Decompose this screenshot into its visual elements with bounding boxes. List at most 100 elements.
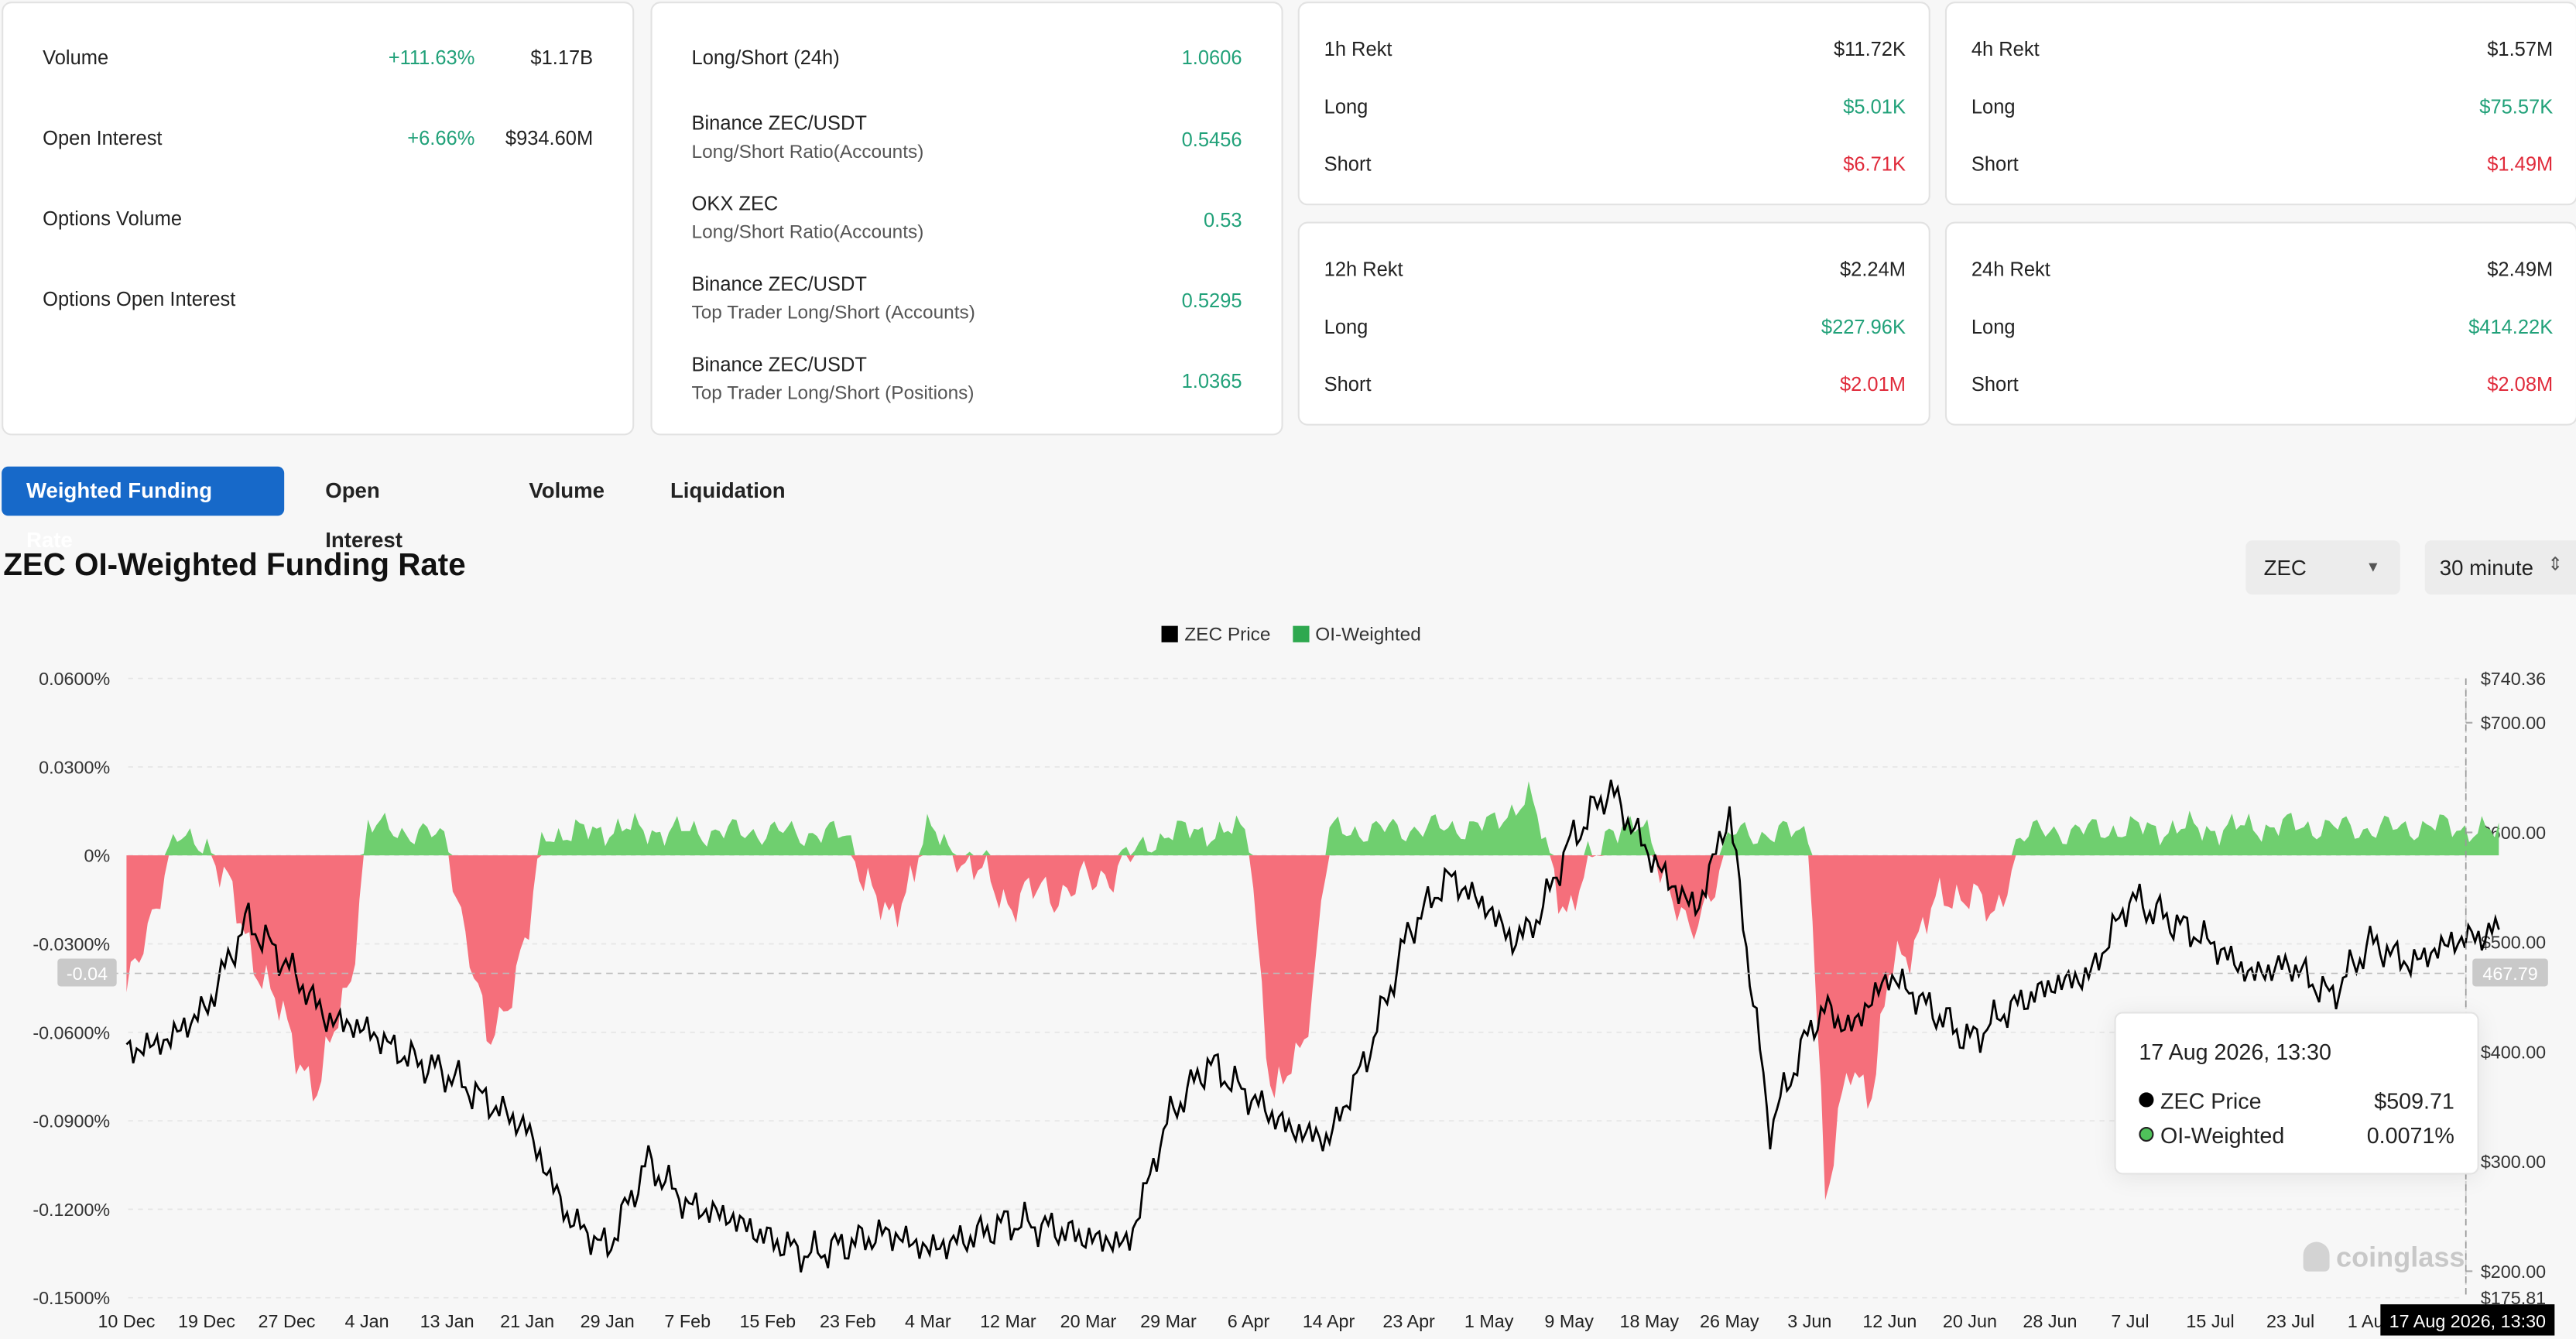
- x-axis-tick-label: 29 Jan: [581, 1311, 635, 1331]
- x-axis-tick-label: 23 Jul: [2266, 1311, 2314, 1331]
- rekt-total: $11.72K: [1833, 37, 1906, 61]
- right-axis-tick-label: $300.00: [2481, 1152, 2546, 1172]
- ratio-label: Binance ZEC/USDT: [691, 353, 867, 377]
- caret-down-icon: ▼: [2365, 558, 2381, 575]
- tooltip-row-price: ZEC Price $509.71: [2139, 1089, 2454, 1114]
- interval-select[interactable]: 30 minute ⇕: [2424, 540, 2576, 595]
- left-axis-tick-label: 0.0600%: [39, 669, 110, 689]
- rekt-short-value: $2.08M: [2487, 372, 2554, 396]
- market-stats-card: Volume +111.63% $1.17B Open Interest +6.…: [2, 2, 635, 436]
- right-axis-tick-label: $740.36: [2481, 669, 2546, 689]
- x-axis-tick-label: 7 Feb: [664, 1311, 711, 1331]
- right-axis-tick-label: $200.00: [2481, 1262, 2546, 1282]
- rekt-long-label: Long: [1971, 315, 2016, 339]
- left-axis-tick-label: -0.0600%: [33, 1022, 110, 1043]
- rekt-title: 12h Rekt: [1324, 258, 1403, 281]
- x-axis-tick-label: 20 Jun: [1943, 1311, 1997, 1331]
- tooltip-date: 17 Aug 2026, 13:30: [2139, 1039, 2331, 1065]
- left-axis-tick-label: -0.0900%: [33, 1111, 110, 1132]
- rekt-card-1h: 1h Rekt $11.72K Long $5.01K Short $6.71K: [1297, 2, 1930, 206]
- stat-label: Volume: [43, 46, 109, 70]
- tab-volume[interactable]: Volume: [529, 478, 605, 503]
- crosshair-right-label-bg: [2472, 958, 2548, 987]
- x-axis-tick-label: 3 Jun: [1787, 1311, 1831, 1331]
- legend-item-oi[interactable]: OI-Weighted: [1292, 625, 1421, 646]
- crosshair-left-label-bg: [57, 958, 117, 987]
- long-short-card: Long/Short (24h) 1.0606 Binance ZEC/USDT…: [650, 2, 1283, 436]
- ratio-value: 1.0606: [1181, 46, 1242, 70]
- legend-label: OI-Weighted: [1315, 625, 1421, 646]
- rekt-long-value: $75.57K: [2479, 95, 2554, 118]
- stat-value: $1.17B: [530, 46, 594, 70]
- x-axis-tick-label: 6 Apr: [1228, 1311, 1270, 1331]
- rekt-short-label: Short: [1324, 372, 1372, 396]
- x-axis-tick-label: 19 Dec: [178, 1311, 235, 1331]
- rekt-title: 4h Rekt: [1971, 37, 2040, 61]
- ratio-value: 0.5295: [1181, 289, 1242, 313]
- rekt-long-value: $227.96K: [1821, 315, 1906, 339]
- x-axis-tick-label: 15 Jul: [2186, 1311, 2234, 1331]
- crosshair-left-label: -0.04: [67, 964, 108, 984]
- rekt-total: $1.57M: [2487, 37, 2554, 61]
- coin-select[interactable]: ZEC ▼: [2245, 540, 2400, 595]
- stat-label: Options Volume: [43, 207, 182, 231]
- funding-negative-area: [126, 855, 2499, 1200]
- x-axis-tick-label: 15 Feb: [739, 1311, 796, 1331]
- crosshair-x-label-bg: [2380, 1304, 2555, 1336]
- chart-tooltip: 17 Aug 2026, 13:30 ZEC Price $509.71 OI-…: [2114, 1012, 2479, 1175]
- rekt-long-label: Long: [1324, 95, 1368, 118]
- legend-swatch-black: [1161, 625, 1178, 642]
- tab-weighted-funding-rate[interactable]: Weighted Funding Rate: [2, 466, 285, 552]
- left-axis-tick-label: -0.1500%: [33, 1288, 110, 1308]
- rekt-long-label: Long: [1971, 95, 2016, 118]
- tooltip-series-value: 0.0071%: [2366, 1123, 2454, 1149]
- rekt-short-label: Short: [1324, 152, 1372, 176]
- rekt-short-label: Short: [1971, 372, 2019, 396]
- tooltip-row-oi: OI-Weighted 0.0071%: [2139, 1124, 2454, 1149]
- right-axis-tick-label: $400.00: [2481, 1042, 2546, 1062]
- watermark: coinglass: [2303, 1241, 2465, 1275]
- stat-label: Open Interest: [43, 126, 163, 150]
- funding-positive-area: [126, 781, 2499, 856]
- legend-swatch-green: [1292, 625, 1309, 642]
- rekt-card-24h: 24h Rekt $2.49M Long $414.22K Short $2.08M: [1944, 221, 2576, 426]
- tooltip-dot-green-icon: [2139, 1126, 2154, 1142]
- tab-liquidation[interactable]: Liquidation: [670, 478, 786, 503]
- x-axis-tick-label: 10 Dec: [98, 1311, 155, 1331]
- x-axis-tick-label: 13 Jan: [420, 1311, 474, 1331]
- up-down-chevron-icon: ⇕: [2547, 555, 2563, 575]
- x-axis-tick-label: 4 Jan: [345, 1311, 389, 1331]
- ratio-sublabel: Long/Short Ratio(Accounts): [691, 223, 924, 244]
- rekt-title: 24h Rekt: [1971, 258, 2050, 281]
- ratio-value: 0.53: [1203, 208, 1242, 232]
- rekt-total: $2.49M: [2487, 258, 2554, 281]
- tooltip-series-name: ZEC Price: [2160, 1089, 2262, 1114]
- crosshair-right-label: 467.79: [2482, 964, 2537, 984]
- tab-open-interest[interactable]: Open Interest: [325, 478, 402, 553]
- rekt-short-value: $2.01M: [1840, 372, 1906, 396]
- coin-select-value: ZEC: [2263, 555, 2307, 580]
- left-axis-tick-label: -0.0300%: [33, 934, 110, 954]
- x-axis-tick-label: 26 May: [1700, 1311, 1759, 1331]
- legend-item-price[interactable]: ZEC Price: [1161, 625, 1271, 646]
- coinglass-logo-icon: [2303, 1241, 2330, 1272]
- crosshair-x-label: 17 Aug 2026, 13:30: [2389, 1311, 2546, 1331]
- x-axis-tick-label: 4 Mar: [905, 1311, 951, 1331]
- left-axis-tick-label: 0%: [84, 846, 110, 866]
- x-axis-tick-label: 14 Apr: [1303, 1311, 1355, 1331]
- tooltip-dot-black-icon: [2139, 1092, 2154, 1108]
- ratio-value: 0.5456: [1181, 128, 1242, 152]
- rekt-short-label: Short: [1971, 152, 2019, 176]
- x-axis-tick-label: 7 Jul: [2111, 1311, 2149, 1331]
- x-axis-tick-label: 29 Mar: [1140, 1311, 1197, 1331]
- tooltip-series-value: $509.71: [2374, 1089, 2454, 1114]
- ratio-label: Binance ZEC/USDT: [691, 272, 867, 296]
- ratio-value: 1.0365: [1181, 369, 1242, 393]
- x-axis-tick-label: 9 May: [1544, 1311, 1594, 1331]
- rekt-long-value: $5.01K: [1843, 95, 1906, 118]
- ratio-label: Long/Short (24h): [691, 46, 840, 70]
- rekt-long-value: $414.22K: [2468, 315, 2554, 339]
- rekt-short-value: $6.71K: [1843, 152, 1906, 176]
